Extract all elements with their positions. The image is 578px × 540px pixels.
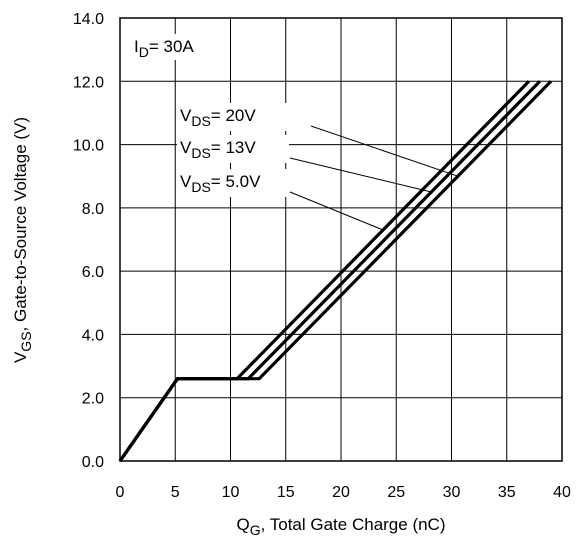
x-tick-label-2: 10 — [222, 484, 240, 501]
legend-label-bg-1 — [177, 135, 289, 163]
y-tick-labels: 0.0 2.0 4.0 6.0 8.0 10.0 12.0 14.0 — [73, 11, 104, 471]
legend-labels: VDS= 20V VDS= 13V VDS= 5.0V — [177, 103, 289, 197]
y-tick-label-7: 14.0 — [73, 11, 104, 28]
y-tick-label-6: 12.0 — [73, 74, 104, 91]
x-tick-label-7: 35 — [498, 484, 516, 501]
x-tick-label-4: 20 — [332, 484, 350, 501]
x-axis-label: QG, Total Gate Charge (nC) — [236, 515, 445, 538]
legend-label-0: VDS= 20V — [180, 106, 256, 129]
legend-label-bg-0 — [177, 103, 289, 131]
legend-label-2: VDS= 5.0V — [180, 172, 261, 195]
y-tick-label-4: 8.0 — [82, 201, 104, 218]
legend-label-1: VDS= 13V — [180, 138, 256, 161]
y-axis-label: VGS, Gate-to-Source Voltage (V) — [11, 117, 34, 363]
plot-frame — [119, 17, 563, 462]
x-tick-label-5: 25 — [387, 484, 405, 501]
y-tick-label-2: 4.0 — [82, 327, 104, 344]
x-tick-labels: 0 5 10 15 20 25 30 35 40 — [116, 484, 571, 501]
legend-label-bg-2 — [177, 169, 289, 197]
condition-label: ID= 30A — [134, 37, 194, 60]
legend-leader-line-0 — [310, 125, 459, 177]
legend-leader-line-1 — [289, 157, 432, 193]
y-tick-label-5: 10.0 — [73, 138, 104, 155]
legend-leader-lines — [289, 125, 459, 231]
x-tick-label-6: 30 — [443, 484, 461, 501]
condition-label-bg — [129, 34, 215, 60]
legend-leader-line-2 — [289, 191, 384, 231]
x-tick-label-3: 15 — [277, 484, 295, 501]
y-tick-label-0: 0.0 — [82, 454, 104, 471]
y-tick-label-1: 2.0 — [82, 391, 104, 408]
series-line-2 — [118, 80, 531, 462]
x-tick-label-8: 40 — [553, 484, 571, 501]
x-tick-label-0: 0 — [116, 484, 125, 501]
series-lines — [118, 80, 553, 462]
x-tick-label-1: 5 — [171, 484, 180, 501]
y-tick-label-3: 6.0 — [82, 264, 104, 281]
